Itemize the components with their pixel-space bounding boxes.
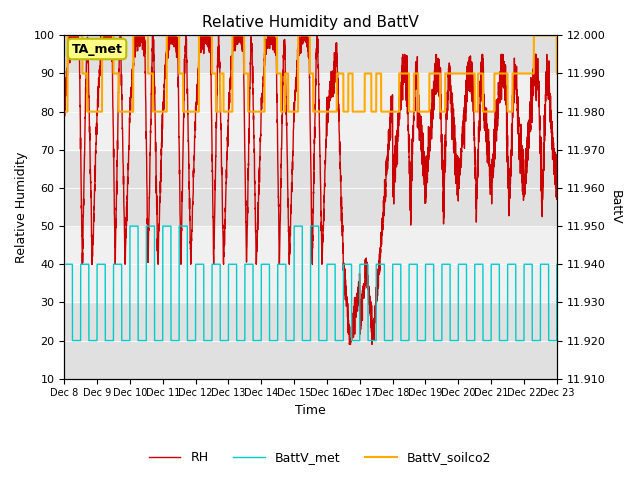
BattV_soilco2 xyxy=(552,33,560,38)
Bar xyxy=(64,302,557,379)
BattV_soilco2 xyxy=(553,71,561,76)
BattV_met xyxy=(552,338,560,344)
RH xyxy=(420,158,428,164)
RH xyxy=(149,47,157,52)
Bar xyxy=(64,36,557,73)
Bar xyxy=(64,73,557,150)
Bar xyxy=(64,226,557,302)
BattV_soilco2 xyxy=(420,109,428,115)
Line: RH: RH xyxy=(64,36,557,344)
Legend: RH, BattV_met, BattV_soilco2: RH, BattV_met, BattV_soilco2 xyxy=(144,446,496,469)
Y-axis label: Relative Humidity: Relative Humidity xyxy=(15,151,28,263)
BattV_soilco2 xyxy=(60,109,68,115)
BattV_met xyxy=(553,262,561,267)
Line: BattV_met: BattV_met xyxy=(64,226,557,341)
Text: TA_met: TA_met xyxy=(72,43,122,56)
RH xyxy=(60,106,68,112)
RH xyxy=(65,33,73,38)
BattV_met xyxy=(292,223,300,229)
RH xyxy=(449,100,456,106)
Line: BattV_soilco2: BattV_soilco2 xyxy=(64,36,557,112)
BattV_soilco2 xyxy=(394,109,401,115)
BattV_met xyxy=(126,223,134,229)
RH xyxy=(292,89,300,95)
BattV_soilco2 xyxy=(449,71,456,76)
RH xyxy=(553,175,561,181)
Y-axis label: BattV: BattV xyxy=(609,190,622,224)
BattV_soilco2 xyxy=(149,71,157,76)
Bar xyxy=(64,150,557,226)
RH xyxy=(552,189,560,194)
BattV_soilco2 xyxy=(292,109,300,115)
RH xyxy=(394,161,401,167)
RH xyxy=(346,341,353,347)
BattV_met xyxy=(149,223,157,229)
BattV_met xyxy=(420,338,428,344)
BattV_met xyxy=(68,338,76,344)
Title: Relative Humidity and BattV: Relative Humidity and BattV xyxy=(202,15,419,30)
BattV_met xyxy=(394,262,401,267)
X-axis label: Time: Time xyxy=(295,404,326,417)
BattV_met xyxy=(60,262,68,267)
BattV_met xyxy=(449,338,456,344)
BattV_soilco2 xyxy=(64,33,72,38)
